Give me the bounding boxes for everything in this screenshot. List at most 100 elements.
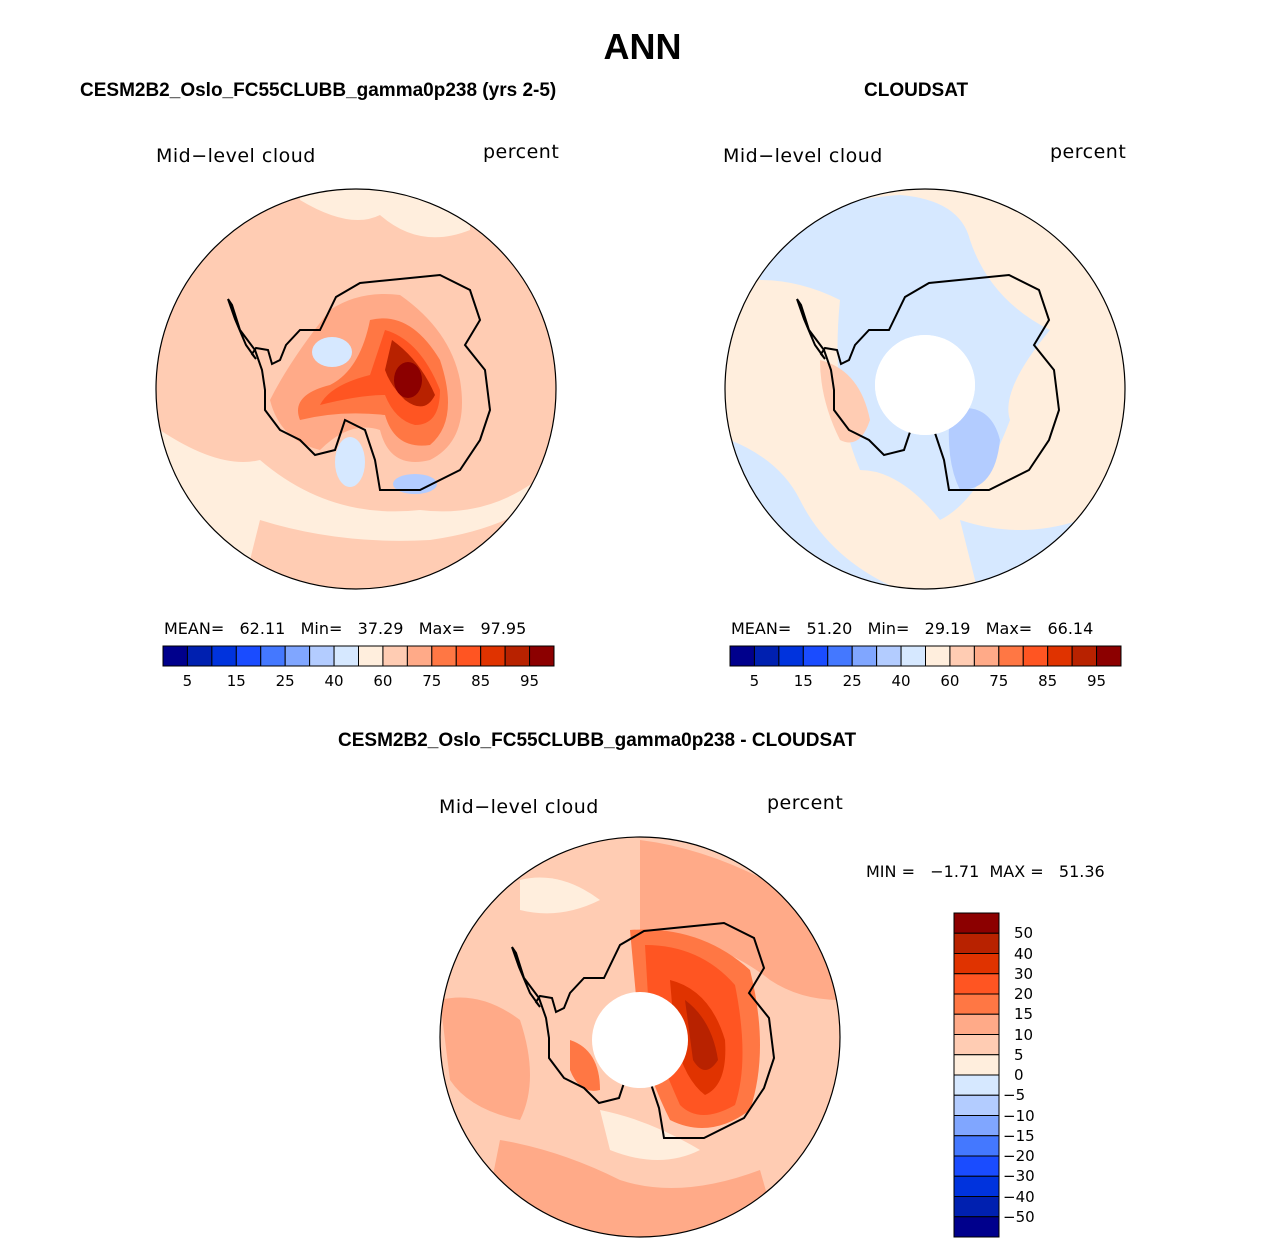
colorbar-box [827,645,853,667]
obs-panel-title: CLOUDSAT [864,80,969,101]
colorbar-box [1047,645,1073,667]
colorbar-tick-label: 85 [1038,672,1058,690]
max-value: 51.36 [1058,862,1105,881]
colorbar-tick-label: −30 [1003,1167,1035,1186]
colorbar-tick-label: 40 [891,672,911,690]
colorbar-tick-label: 75 [989,672,1009,690]
model-variable-label: Mid−level cloud [156,145,316,167]
colorbar-box [382,645,408,667]
colorbar-box [284,645,311,667]
colorbar-tick-label: 15 [1014,1005,1034,1024]
min-value: −1.71 [930,862,980,881]
colorbar-box [260,645,286,667]
colorbar-tick-label: −15 [1003,1126,1035,1145]
obs-units-label: percent [1050,141,1127,163]
colorbar-box [953,1094,1000,1116]
max-label: MAX = [989,862,1044,881]
min-label: Min= [867,619,910,638]
colorbar-box [186,645,213,667]
colorbar-box [953,953,1000,975]
colorbar-tick-label: 85 [471,672,491,690]
colorbar-box [358,645,384,667]
colorbar-box [309,645,335,667]
colorbar-tick-label: 40 [324,672,344,690]
colorbar-box [973,645,1000,667]
colorbar-box [851,645,878,667]
colorbar-box [953,1196,1000,1218]
colorbar-box [235,645,262,667]
max-label: Max= [985,619,1033,638]
min-label: MIN = [866,862,915,881]
colorbar-box [406,645,433,667]
max-value: 97.95 [480,619,527,638]
colorbar-tick-label: 60 [373,672,393,690]
colorbar-tick-label: 15 [793,672,813,690]
diff-map [439,836,841,1238]
model-units-label: percent [483,141,560,163]
colorbar-box [876,645,902,667]
colorbar-box [1096,645,1122,667]
model-colorbar [162,645,555,667]
colorbar-box [953,1135,1000,1157]
colorbar-tick-label: 40 [1014,944,1034,963]
colorbar-tick-label: 10 [1014,1025,1034,1044]
obs-map [724,188,1126,590]
min-value: 37.29 [357,619,404,638]
colorbar-box [753,645,780,667]
obs-variable-label: Mid−level cloud [723,145,883,167]
colorbar-tick-label: 30 [1014,964,1034,983]
max-label: Max= [418,619,466,638]
colorbar-tick-label: 20 [1014,985,1034,1003]
colorbar-box [953,1013,1000,1035]
colorbar-tick-label: 95 [520,672,540,690]
diff-variable-label: Mid−level cloud [439,796,599,818]
colorbar-tick-label: 75 [422,672,442,690]
colorbar-tick-label: −20 [1003,1147,1035,1165]
min-label: Min= [300,619,343,638]
colorbar-box [900,645,926,667]
colorbar-tick-label: 15 [226,672,246,690]
colorbar-box [480,645,506,667]
colorbar-box [953,1216,1000,1238]
colorbar-box [431,645,457,667]
colorbar-box [953,1034,1000,1056]
colorbar-box [953,1155,1000,1177]
colorbar-box [504,645,531,667]
colorbar-box [953,1175,1000,1197]
colorbar-tick-label: 5 [749,672,760,690]
colorbar-box [1071,645,1098,667]
colorbar-tick-label: −50 [1003,1207,1035,1226]
mean-value: 62.11 [239,619,286,638]
colorbar-tick-label: 95 [1087,672,1107,690]
colorbar-box [953,932,1000,954]
mean-value: 51.20 [806,619,853,638]
diff-colorbar [953,912,1000,1238]
colorbar-tick-label: −10 [1003,1106,1035,1125]
diff-stats: MIN = −1.71 MAX = 51.36 [866,862,1105,881]
colorbar-box [925,645,951,667]
colorbar-tick-label: 25 [275,672,295,690]
mean-label: MEAN= [164,619,225,638]
mean-label: MEAN= [731,619,792,638]
colorbar-box [953,912,1000,934]
colorbar-box [953,1054,1000,1076]
colorbar-tick-label: 5 [1014,1045,1024,1064]
colorbar-tick-label: 50 [1014,924,1034,943]
model-panel-title: CESM2B2_Oslo_FC55CLUBB_gamma0p238 (yrs 2… [80,80,557,101]
obs-colorbar [729,645,1122,667]
colorbar-box [953,1115,1000,1137]
colorbar-box [162,645,188,667]
colorbar-box [998,645,1024,667]
colorbar-tick-label: −40 [1003,1187,1035,1206]
colorbar-tick-label: 60 [940,672,960,690]
colorbar-box [953,973,1000,995]
colorbar-box [455,645,482,667]
colorbar-box [333,645,359,667]
colorbar-box [802,645,829,667]
colorbar-tick-label: −5 [1003,1086,1026,1105]
colorbar-box [1022,645,1049,667]
figure-title: ANN [603,26,682,67]
diff-units-label: percent [767,792,844,814]
obs-stats: MEAN= 51.20 Min= 29.19 Max= 66.14 [731,619,1093,638]
